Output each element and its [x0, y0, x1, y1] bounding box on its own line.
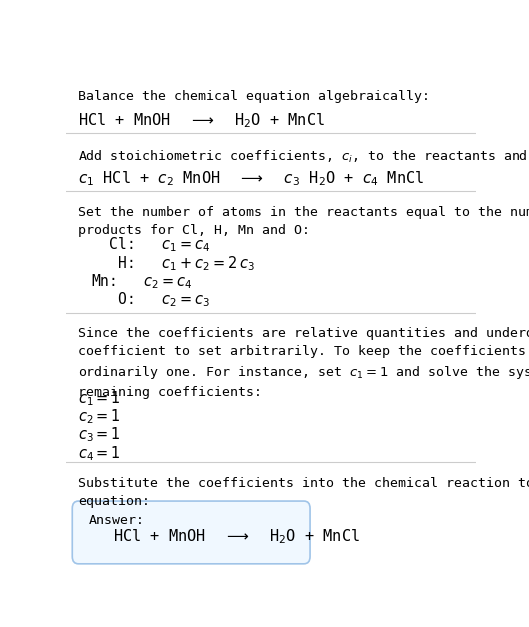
Text: $c_1 = 1$: $c_1 = 1$ — [78, 389, 121, 408]
Text: Substitute the coefficients into the chemical reaction to obtain the balanced
eq: Substitute the coefficients into the che… — [78, 477, 529, 508]
Text: $c_2 = 1$: $c_2 = 1$ — [78, 408, 121, 426]
FancyBboxPatch shape — [72, 501, 310, 564]
Text: HCl + MnOH  $\longrightarrow$  H$_2$O + MnCl: HCl + MnOH $\longrightarrow$ H$_2$O + Mn… — [113, 527, 360, 546]
Text: Since the coefficients are relative quantities and underdetermined, choose a
coe: Since the coefficients are relative quan… — [78, 327, 529, 399]
Text: Add stoichiometric coefficients, $c_i$, to the reactants and products:: Add stoichiometric coefficients, $c_i$, … — [78, 148, 529, 165]
Text: Answer:: Answer: — [89, 514, 144, 527]
Text: HCl + MnOH  $\longrightarrow$  H$_2$O + MnCl: HCl + MnOH $\longrightarrow$ H$_2$O + Mn… — [78, 112, 325, 130]
Text: $c_1$ HCl + $c_2$ MnOH  $\longrightarrow$  $c_3$ H$_2$O + $c_4$ MnCl: $c_1$ HCl + $c_2$ MnOH $\longrightarrow$… — [78, 169, 425, 188]
Text: Balance the chemical equation algebraically:: Balance the chemical equation algebraica… — [78, 90, 431, 103]
Text: O:   $c_2 = c_3$: O: $c_2 = c_3$ — [91, 290, 210, 309]
Text: Set the number of atoms in the reactants equal to the number of atoms in the
pro: Set the number of atoms in the reactants… — [78, 206, 529, 236]
Text: Cl:   $c_1 = c_4$: Cl: $c_1 = c_4$ — [91, 236, 210, 254]
Text: $c_4 = 1$: $c_4 = 1$ — [78, 444, 121, 463]
Text: Mn:   $c_2 = c_4$: Mn: $c_2 = c_4$ — [91, 272, 193, 291]
Text: H:   $c_1 + c_2 = 2\,c_3$: H: $c_1 + c_2 = 2\,c_3$ — [91, 254, 254, 273]
Text: $c_3 = 1$: $c_3 = 1$ — [78, 426, 121, 445]
